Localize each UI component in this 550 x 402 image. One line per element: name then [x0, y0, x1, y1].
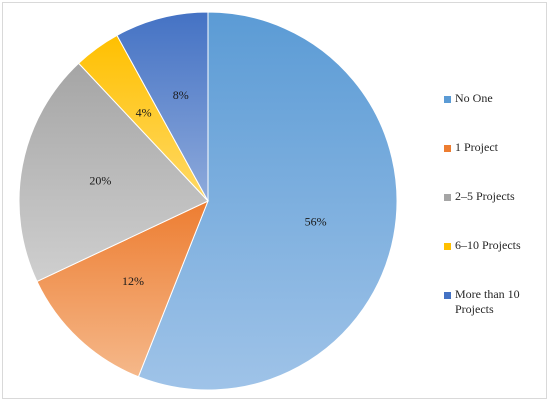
pie-slice-4	[116, 11, 209, 202]
legend-swatch-4	[444, 292, 451, 299]
pie-slice-2	[18, 62, 209, 283]
legend-label-0: No One	[455, 91, 493, 105]
legend-item-3: 6–10 Projects	[444, 238, 548, 287]
legend-item-4: More than 10 Projects	[444, 287, 548, 336]
pie-slices	[18, 11, 398, 391]
data-label-2: 20%	[89, 173, 111, 187]
legend-swatch-1	[444, 145, 451, 152]
legend: No One 1 Project 2–5 Projects 6–10 Projects…	[444, 91, 548, 336]
data-label-0: 56%	[305, 215, 327, 229]
legend-label-3: 6–10 Projects	[455, 238, 521, 252]
pie-slice-0	[137, 11, 398, 391]
legend-label-4: More than 10 Projects	[455, 287, 520, 316]
legend-swatch-0	[444, 96, 451, 103]
pie-slice-1	[36, 200, 209, 378]
chart-area: 56% 12% 20% 4% 8% No One 1 Project 2–5 Project…	[2, 2, 547, 399]
legend-item-1: 1 Project	[444, 140, 548, 189]
data-label-1: 12%	[122, 274, 144, 288]
legend-swatch-2	[444, 194, 451, 201]
pie-chart: 56% 12% 20% 4% 8%	[18, 11, 398, 391]
legend-item-2: 2–5 Projects	[444, 189, 548, 238]
data-label-3: 4%	[136, 105, 152, 119]
data-label-4: 8%	[173, 88, 189, 102]
legend-swatch-3	[444, 243, 451, 250]
pie-data-labels: 56% 12% 20% 4% 8%	[89, 88, 326, 288]
legend-label-1: 1 Project	[455, 140, 498, 154]
legend-item-0: No One	[444, 91, 548, 140]
legend-label-2: 2–5 Projects	[455, 189, 515, 203]
